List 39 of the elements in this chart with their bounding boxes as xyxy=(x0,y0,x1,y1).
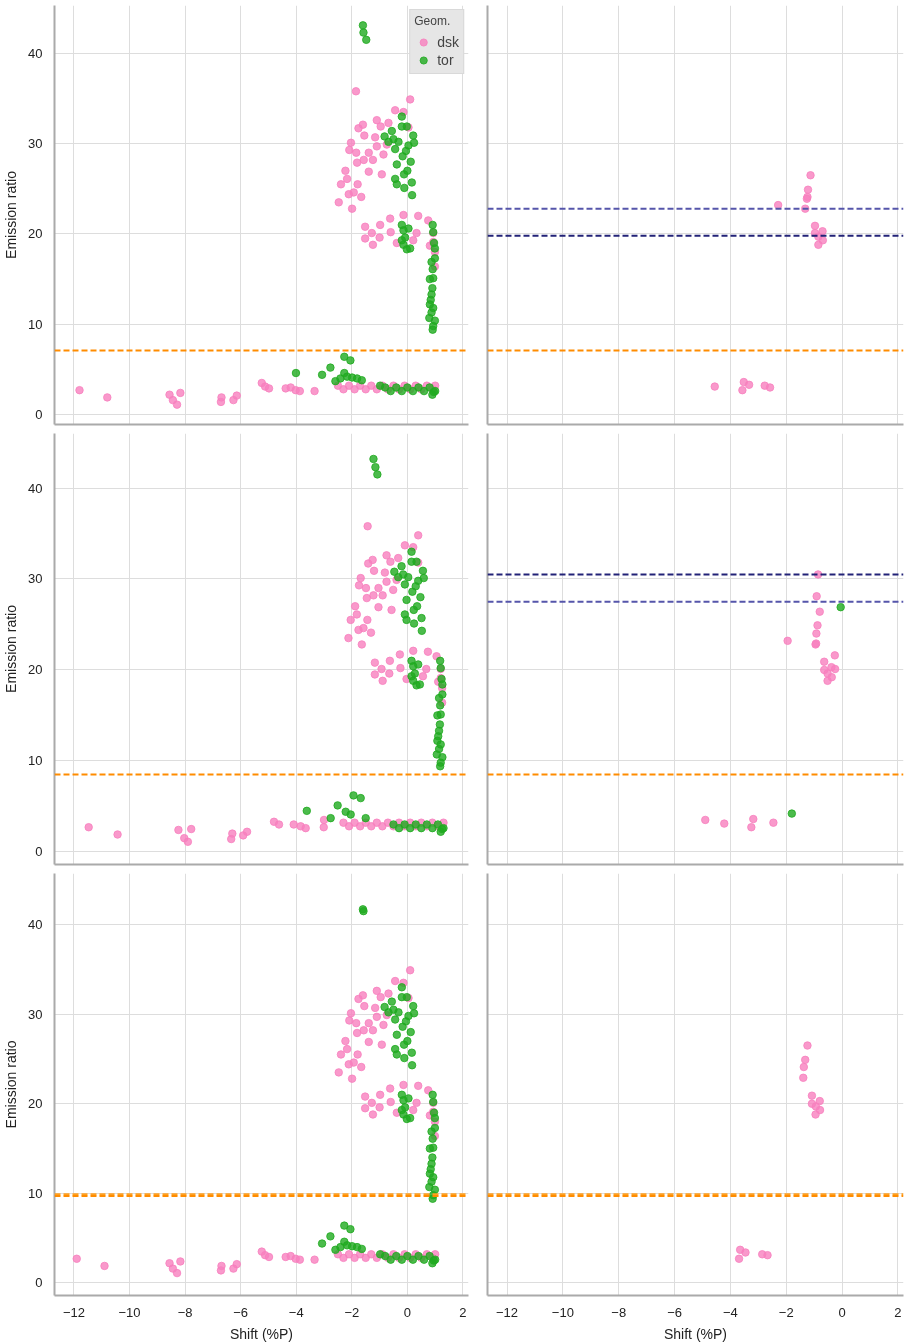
x-tick-label: 2 xyxy=(894,1304,902,1320)
y-axis-title: Emission ratio xyxy=(3,170,20,259)
y-tick-label: 40 xyxy=(28,917,43,933)
x-tick-label: −12 xyxy=(496,1304,519,1320)
y-tick-label: 10 xyxy=(28,1185,43,1201)
x-tick-label: 0 xyxy=(838,1304,846,1320)
x-tick-label: −6 xyxy=(667,1304,682,1320)
y-tick-label: 0 xyxy=(35,1275,43,1291)
y-tick-label: 0 xyxy=(35,844,43,860)
legend-title: Geom. xyxy=(414,14,452,28)
x-tick-label: −10 xyxy=(551,1304,574,1320)
x-tick-label: −10 xyxy=(118,1304,141,1320)
y-axis-title: Emission ratio xyxy=(3,604,20,693)
x-tick-label: −8 xyxy=(177,1304,193,1320)
x-axis-title: Shift (%P) xyxy=(663,1325,728,1342)
x-tick-label: −4 xyxy=(288,1304,304,1320)
x-tick-label: −6 xyxy=(233,1304,249,1320)
y-tick-label: 30 xyxy=(28,136,43,152)
x-tick-label: −12 xyxy=(62,1304,85,1320)
x-tick-label: 2 xyxy=(459,1304,467,1320)
y-tick-label: 10 xyxy=(28,316,43,332)
x-tick-label: −8 xyxy=(611,1304,627,1320)
legend-label: dsk xyxy=(437,34,459,50)
y-axis-title: Emission ratio xyxy=(3,1040,20,1129)
y-tick-label: 30 xyxy=(28,1006,43,1022)
y-tick-label: 0 xyxy=(35,407,43,423)
y-tick-label: 30 xyxy=(28,571,43,587)
x-tick-label: −4 xyxy=(722,1304,738,1320)
y-tick-label: 20 xyxy=(28,1096,43,1112)
x-tick-label: −2 xyxy=(778,1304,794,1320)
y-tick-label: 10 xyxy=(28,753,43,769)
x-tick-label: −2 xyxy=(344,1304,360,1320)
y-tick-label: 20 xyxy=(28,662,43,678)
x-axis-title: Shift (%P) xyxy=(229,1325,294,1342)
legend-label: tor xyxy=(437,52,455,68)
y-tick-label: 20 xyxy=(28,226,43,242)
x-tick-label: 0 xyxy=(403,1304,411,1320)
y-tick-label: 40 xyxy=(28,480,43,496)
y-tick-label: 40 xyxy=(28,45,43,61)
